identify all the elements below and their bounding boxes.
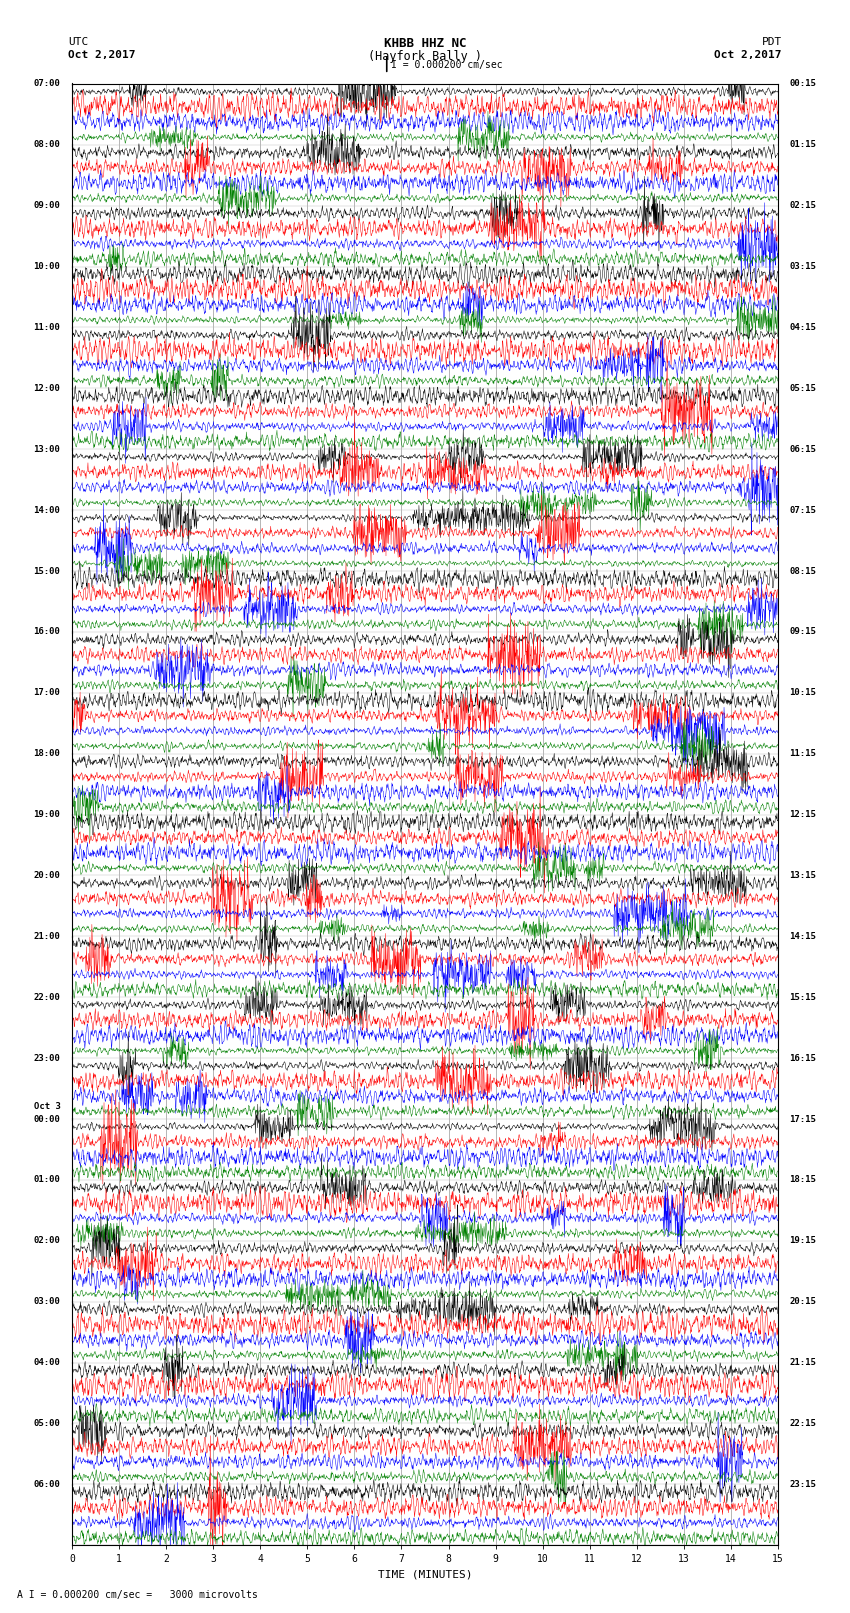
Text: Oct 2,2017: Oct 2,2017 — [715, 50, 782, 60]
Text: 17:15: 17:15 — [790, 1115, 816, 1124]
Text: 01:00: 01:00 — [34, 1176, 60, 1184]
Text: 23:15: 23:15 — [790, 1479, 816, 1489]
Text: 03:00: 03:00 — [34, 1297, 60, 1307]
Text: 01:15: 01:15 — [790, 140, 816, 150]
Text: 21:00: 21:00 — [34, 932, 60, 940]
Text: 03:15: 03:15 — [790, 261, 816, 271]
Text: I = 0.000200 cm/sec: I = 0.000200 cm/sec — [391, 60, 502, 69]
Text: 20:00: 20:00 — [34, 871, 60, 881]
Text: 14:00: 14:00 — [34, 505, 60, 515]
Text: Oct 3: Oct 3 — [34, 1102, 60, 1111]
Text: 19:00: 19:00 — [34, 810, 60, 819]
Text: 11:15: 11:15 — [790, 748, 816, 758]
Text: 13:15: 13:15 — [790, 871, 816, 881]
Text: 15:15: 15:15 — [790, 992, 816, 1002]
Text: PDT: PDT — [762, 37, 782, 47]
Text: 12:15: 12:15 — [790, 810, 816, 819]
Text: 19:15: 19:15 — [790, 1236, 816, 1245]
Text: 02:00: 02:00 — [34, 1236, 60, 1245]
Text: 05:15: 05:15 — [790, 384, 816, 394]
Text: 21:15: 21:15 — [790, 1358, 816, 1368]
Text: 07:15: 07:15 — [790, 505, 816, 515]
Text: 13:00: 13:00 — [34, 445, 60, 453]
Text: 12:00: 12:00 — [34, 384, 60, 394]
Text: 08:00: 08:00 — [34, 140, 60, 150]
Text: KHBB HHZ NC: KHBB HHZ NC — [383, 37, 467, 50]
Text: 16:15: 16:15 — [790, 1053, 816, 1063]
Text: 06:00: 06:00 — [34, 1479, 60, 1489]
Text: 09:15: 09:15 — [790, 627, 816, 637]
Text: 04:15: 04:15 — [790, 323, 816, 332]
Text: 07:00: 07:00 — [34, 79, 60, 89]
Text: 20:15: 20:15 — [790, 1297, 816, 1307]
Text: 00:00: 00:00 — [34, 1115, 60, 1124]
Text: 00:15: 00:15 — [790, 79, 816, 89]
Text: Oct 2,2017: Oct 2,2017 — [68, 50, 135, 60]
Text: 23:00: 23:00 — [34, 1053, 60, 1063]
Text: 18:00: 18:00 — [34, 748, 60, 758]
Text: (Hayfork Bally ): (Hayfork Bally ) — [368, 50, 482, 63]
Text: 09:00: 09:00 — [34, 202, 60, 210]
Text: 08:15: 08:15 — [790, 566, 816, 576]
Text: 04:00: 04:00 — [34, 1358, 60, 1368]
Text: 22:15: 22:15 — [790, 1419, 816, 1428]
Text: 16:00: 16:00 — [34, 627, 60, 637]
Text: 18:15: 18:15 — [790, 1176, 816, 1184]
Text: 14:15: 14:15 — [790, 932, 816, 940]
Text: UTC: UTC — [68, 37, 88, 47]
X-axis label: TIME (MINUTES): TIME (MINUTES) — [377, 1569, 473, 1579]
Text: 06:15: 06:15 — [790, 445, 816, 453]
Text: 10:00: 10:00 — [34, 261, 60, 271]
Text: 02:15: 02:15 — [790, 202, 816, 210]
Text: 10:15: 10:15 — [790, 689, 816, 697]
Text: 05:00: 05:00 — [34, 1419, 60, 1428]
Text: 17:00: 17:00 — [34, 689, 60, 697]
Text: 15:00: 15:00 — [34, 566, 60, 576]
Text: 11:00: 11:00 — [34, 323, 60, 332]
Text: A I = 0.000200 cm/sec =   3000 microvolts: A I = 0.000200 cm/sec = 3000 microvolts — [17, 1590, 258, 1600]
Text: 22:00: 22:00 — [34, 992, 60, 1002]
